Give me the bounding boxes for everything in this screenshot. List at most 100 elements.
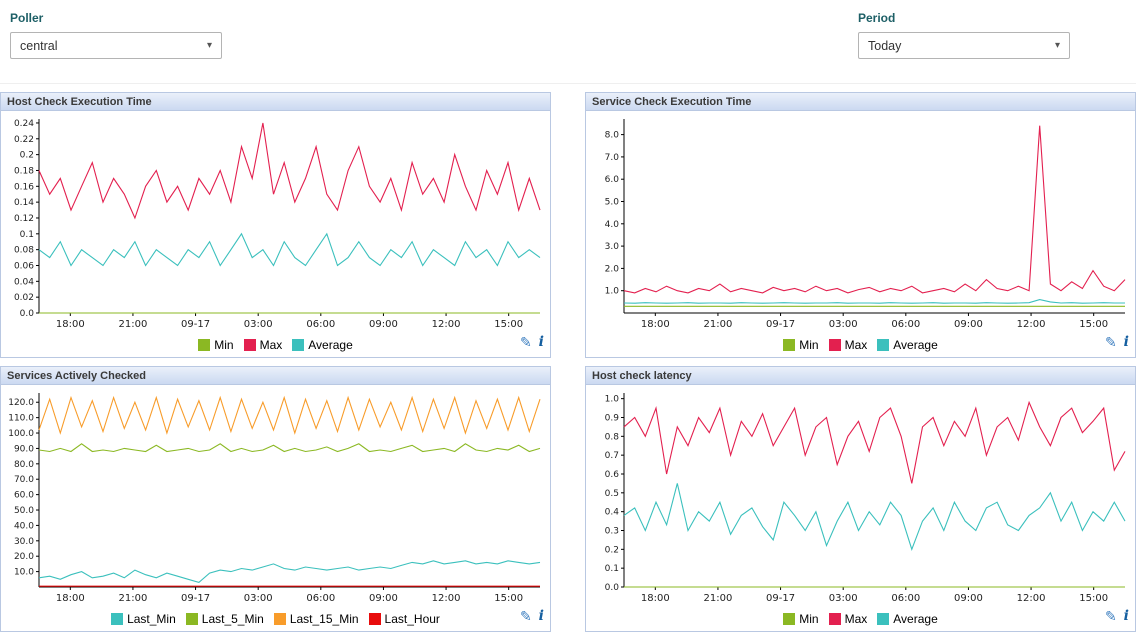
period-filter: Period Today ▾ — [858, 11, 1070, 59]
chart-actions: ✎ i — [520, 609, 544, 623]
svg-text:06:00: 06:00 — [891, 319, 920, 330]
legend-item: Average — [877, 612, 938, 626]
poller-select[interactable]: central ▾ — [10, 32, 222, 59]
info-icon[interactable]: i — [1123, 608, 1129, 624]
legend-item: Last_Min — [111, 612, 176, 626]
chart-footer: Min Max Average ✎ i — [1, 333, 550, 357]
svg-text:18:00: 18:00 — [56, 593, 85, 604]
legend-item: Last_15_Min — [273, 612, 359, 626]
chart-actions: ✎ i — [520, 335, 544, 349]
legend-item: Min — [198, 338, 234, 352]
svg-text:15:00: 15:00 — [1079, 319, 1108, 330]
svg-text:06:00: 06:00 — [891, 593, 920, 604]
legend-label: Min — [799, 338, 819, 352]
svg-text:0.9: 0.9 — [605, 413, 620, 423]
svg-text:12:00: 12:00 — [432, 593, 461, 604]
chart-canvas: 1.0 0.9 0.8 0.7 0.6 0.5 0.4 0.3 0.2 0.1 0.0 18:00 21… — [605, 393, 1126, 604]
poller-filter: Poller central ▾ — [10, 11, 222, 59]
chevron-down-icon: ▾ — [206, 40, 212, 51]
info-icon[interactable]: i — [1123, 334, 1129, 350]
svg-text:0.04: 0.04 — [14, 277, 34, 287]
legend-swatch — [368, 613, 381, 625]
legend-swatch — [783, 339, 796, 351]
svg-text:0.16: 0.16 — [14, 182, 34, 192]
svg-text:21:00: 21:00 — [704, 319, 733, 330]
chart-actions: ✎ i — [1105, 609, 1129, 623]
svg-text:0.4: 0.4 — [605, 508, 620, 518]
svg-text:3.0: 3.0 — [605, 242, 620, 252]
svg-text:110.0: 110.0 — [8, 414, 34, 424]
info-icon[interactable]: i — [538, 334, 544, 350]
svg-text:0.14: 0.14 — [14, 198, 34, 208]
chart-title: Service Check Execution Time — [586, 93, 1135, 111]
chart-title: Services Actively Checked — [1, 367, 550, 385]
legend-label: Max — [844, 338, 868, 352]
svg-text:03:00: 03:00 — [829, 593, 858, 604]
svg-text:09-17: 09-17 — [181, 319, 210, 330]
period-label: Period — [858, 11, 896, 25]
legend-label: Average — [893, 612, 938, 626]
legend-label: Last_Min — [127, 612, 176, 626]
svg-text:0.1: 0.1 — [20, 230, 34, 240]
legend-label: Last_Hour — [384, 612, 440, 626]
svg-text:09:00: 09:00 — [954, 319, 983, 330]
legend-swatch — [828, 613, 841, 625]
svg-text:0.2: 0.2 — [605, 545, 619, 555]
svg-text:0.02: 0.02 — [14, 293, 34, 303]
edit-icon[interactable]: ✎ — [519, 608, 532, 624]
svg-text:18:00: 18:00 — [56, 319, 85, 330]
edit-icon[interactable]: ✎ — [1104, 608, 1117, 624]
svg-text:03:00: 03:00 — [244, 593, 273, 604]
poller-label: Poller — [10, 11, 44, 25]
svg-text:0.5: 0.5 — [605, 489, 619, 499]
svg-text:20.0: 20.0 — [14, 552, 34, 562]
chart-actions: ✎ i — [1105, 335, 1129, 349]
svg-text:0.1: 0.1 — [605, 564, 619, 574]
svg-text:10.0: 10.0 — [14, 568, 34, 578]
legend-swatch — [198, 339, 211, 351]
chart-canvas: 120.0 110.0 100.0 90.0 80.0 70.0 60.0 50.0 40.0 3… — [8, 393, 541, 604]
svg-text:30.0: 30.0 — [14, 537, 34, 547]
chart-panel-host-check-execution-time: Host Check Execution Time 0.24 0.22 0.2 0.1… — [0, 92, 551, 358]
svg-text:09-17: 09-17 — [766, 593, 795, 604]
chart-legend: Last_Min Last_5_Min Last_15_Min Last_Hour — [1, 607, 550, 631]
svg-text:12:00: 12:00 — [432, 319, 461, 330]
legend-label: Max — [259, 338, 283, 352]
legend-item: Min — [783, 612, 819, 626]
svg-text:09:00: 09:00 — [954, 593, 983, 604]
svg-text:06:00: 06:00 — [306, 319, 335, 330]
legend-label: Last_5_Min — [201, 612, 264, 626]
svg-text:0.12: 0.12 — [14, 214, 34, 224]
period-selected-value: Today — [868, 38, 902, 53]
edit-icon[interactable]: ✎ — [1104, 334, 1117, 350]
svg-text:12:00: 12:00 — [1017, 593, 1046, 604]
svg-text:03:00: 03:00 — [244, 319, 273, 330]
svg-text:50.0: 50.0 — [14, 506, 34, 516]
svg-text:09-17: 09-17 — [766, 319, 795, 330]
legend-item: Min — [783, 338, 819, 352]
chart-legend: Min Max Average — [586, 333, 1135, 357]
filter-bar: Poller central ▾ Period Today ▾ — [0, 0, 1136, 84]
svg-text:0.8: 0.8 — [605, 432, 620, 442]
legend-item: Max — [243, 338, 283, 352]
svg-text:0.0: 0.0 — [20, 309, 35, 319]
svg-text:15:00: 15:00 — [494, 319, 523, 330]
svg-text:15:00: 15:00 — [1079, 593, 1108, 604]
legend-item: Average — [877, 338, 938, 352]
info-icon[interactable]: i — [538, 608, 544, 624]
svg-text:0.06: 0.06 — [14, 261, 34, 271]
legend-label: Average — [308, 338, 353, 352]
svg-text:0.22: 0.22 — [14, 135, 34, 145]
svg-text:12:00: 12:00 — [1017, 319, 1046, 330]
period-select[interactable]: Today ▾ — [858, 32, 1070, 59]
chart-title: Host check latency — [586, 367, 1135, 385]
svg-text:09:00: 09:00 — [369, 593, 398, 604]
svg-text:2.0: 2.0 — [605, 264, 620, 274]
svg-text:18:00: 18:00 — [641, 593, 670, 604]
svg-text:18:00: 18:00 — [641, 319, 670, 330]
svg-text:0.6: 0.6 — [605, 470, 620, 480]
legend-swatch — [877, 613, 890, 625]
svg-text:21:00: 21:00 — [119, 593, 148, 604]
edit-icon[interactable]: ✎ — [519, 334, 532, 350]
legend-item: Average — [292, 338, 353, 352]
